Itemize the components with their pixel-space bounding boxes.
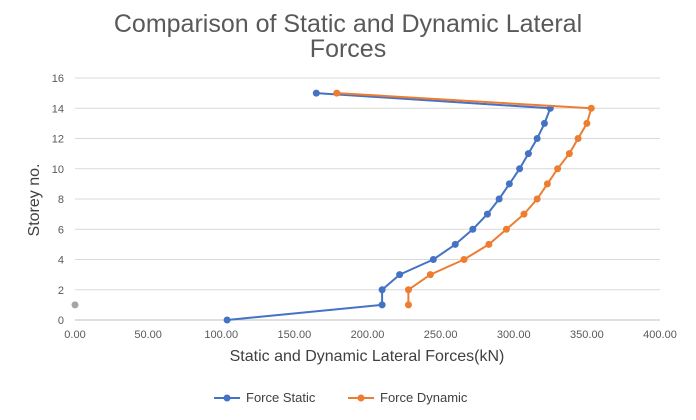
legend-entry-force-dynamic[interactable]: Force Dynamic [348, 390, 468, 405]
y-tick-label: 8 [58, 194, 64, 206]
data-point-force-dynamic-6[interactable] [520, 210, 528, 218]
y-tick-label: 16 [52, 73, 64, 85]
data-point-force-static-3[interactable] [396, 271, 404, 279]
data-point-force-dynamic-0[interactable] [404, 301, 412, 309]
legend-label-force-dynamic: Force Dynamic [380, 390, 468, 405]
data-point-force-static-7[interactable] [483, 210, 491, 218]
data-point-force-dynamic-2[interactable] [426, 271, 434, 279]
y-tick-label: 0 [58, 315, 64, 327]
data-point-force-static-10[interactable] [516, 165, 524, 173]
series-force-dynamic [333, 89, 595, 309]
data-point-force-dynamic-4[interactable] [485, 240, 493, 248]
legend-marker-force-static [223, 394, 231, 402]
data-point-force-static-5[interactable] [451, 240, 459, 248]
y-tick-label: 2 [58, 285, 64, 297]
grid-lines [75, 77, 660, 291]
series-series-2 [71, 301, 79, 309]
chart-title-line-1: Comparison of Static and Dynamic Lateral [114, 10, 582, 38]
data-point-force-dynamic-3[interactable] [460, 256, 468, 263]
y-tick-label: 6 [58, 224, 64, 236]
data-point-force-dynamic-5[interactable] [502, 225, 510, 233]
series-layer [71, 89, 595, 324]
y-axis-title: Storey no. [26, 164, 43, 237]
legend-entry-force-static[interactable]: Force Static [214, 390, 316, 405]
legend-label-force-static: Force Static [246, 390, 316, 405]
x-tick-label: 400.00 [643, 329, 677, 341]
data-point-force-dynamic-9[interactable] [554, 165, 562, 173]
data-point-force-static-0[interactable] [223, 316, 231, 324]
data-point-force-dynamic-14[interactable] [333, 89, 341, 97]
data-point-force-static-2[interactable] [378, 286, 386, 294]
y-tick-labels: 0 2 4 6 8 10 12 14 16 [52, 73, 64, 327]
chart-title-line-2: Forces [310, 35, 386, 63]
data-point-force-static-13[interactable] [540, 119, 548, 127]
legend-marker-force-dynamic [357, 394, 365, 402]
series-line-force-static [227, 92, 552, 321]
x-tick-label: 0.00 [64, 329, 85, 341]
data-point-force-static-9[interactable] [505, 180, 513, 188]
data-point-force-dynamic-1[interactable] [404, 286, 412, 294]
y-tick-label: 4 [58, 255, 64, 267]
data-point-force-static-15[interactable] [312, 89, 320, 97]
x-tick-labels: 0.00 50.00 100.00 150.00 200.00 250.00 300.00 3… [64, 329, 677, 341]
data-point-force-dynamic-12[interactable] [583, 119, 591, 127]
x-tick-label: 50.00 [134, 329, 162, 341]
x-tick-label: 100.00 [204, 329, 238, 341]
y-tick-label: 14 [52, 103, 64, 115]
y-tick-label: 10 [52, 164, 64, 176]
data-point-force-static-6[interactable] [469, 225, 477, 233]
data-point-force-dynamic-7[interactable] [533, 195, 541, 203]
data-point-force-static-8[interactable] [495, 195, 503, 203]
x-tick-label: 300.00 [497, 329, 531, 341]
data-point-force-static-4[interactable] [429, 256, 437, 263]
x-axis-title: Static and Dynamic Lateral Forces(kN) [230, 348, 505, 365]
x-tick-label: 200.00 [351, 329, 385, 341]
y-tick-label: 12 [52, 134, 64, 146]
data-point-force-static-1[interactable] [378, 301, 386, 309]
data-point-force-dynamic-8[interactable] [543, 180, 551, 188]
series-force-static [223, 89, 554, 324]
x-tick-label: 350.00 [570, 329, 604, 341]
x-tick-label: 250.00 [424, 329, 458, 341]
data-point-force-dynamic-10[interactable] [565, 150, 573, 158]
data-point-series-2-0[interactable] [71, 301, 79, 309]
data-point-force-static-11[interactable] [524, 150, 532, 158]
legend: Force Static Force Dynamic [214, 390, 468, 405]
x-tick-label: 150.00 [278, 329, 312, 341]
data-point-force-dynamic-11[interactable] [574, 135, 582, 142]
data-point-force-dynamic-13[interactable] [587, 104, 595, 112]
data-point-force-static-12[interactable] [533, 135, 541, 142]
